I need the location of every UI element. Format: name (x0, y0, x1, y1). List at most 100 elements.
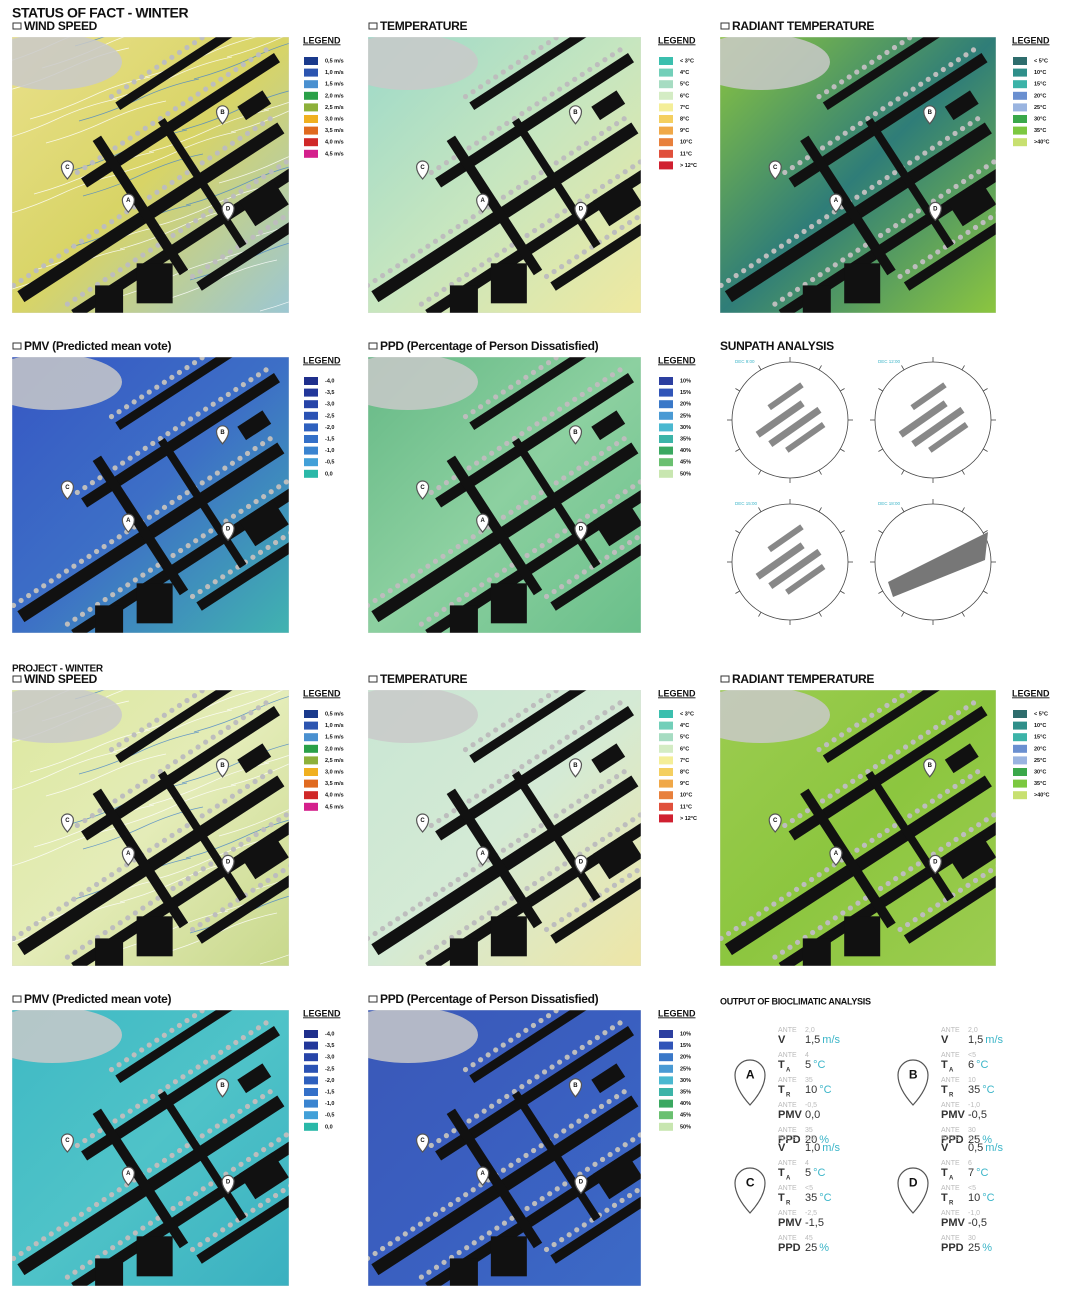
tree (317, 843, 324, 850)
map-marker: C (65, 1138, 70, 1144)
tree (298, 802, 305, 809)
legend-label: 15% (680, 390, 691, 396)
ante-value: 2,0 (805, 1135, 815, 1142)
value: -0,5 (968, 1109, 987, 1121)
tree (671, 1163, 678, 1170)
row-label: PPD (941, 1242, 964, 1254)
tree (1025, 190, 1032, 197)
tree (649, 1177, 656, 1184)
unit: °C (976, 1167, 988, 1179)
tree (302, 1172, 309, 1179)
ante-label: ANTE (778, 1135, 797, 1142)
sunpath-tick (819, 365, 822, 369)
legend-label: 7°C (680, 758, 689, 764)
map-marker: D (579, 1179, 584, 1185)
building-block (95, 938, 123, 968)
tree (325, 185, 332, 192)
legend-label: 10% (680, 1031, 691, 1037)
building-block (95, 605, 123, 635)
sunpath-tick (902, 507, 905, 511)
title-icon (369, 23, 377, 29)
legend-label: -2,0 (325, 1078, 334, 1084)
map-marker: C (773, 818, 778, 824)
tree (206, 29, 213, 36)
tree (652, 469, 659, 476)
row-value: 0,5m/s (968, 1142, 1004, 1154)
legend-swatch (304, 458, 318, 466)
map-marker: B (573, 430, 578, 436)
value: 10 (805, 1084, 817, 1096)
sunpath-tick (962, 612, 965, 616)
title-icon (13, 343, 21, 349)
tree (649, 204, 656, 211)
legend-swatch (659, 412, 673, 420)
panel-title: PMV (Predicted mean vote) (24, 992, 172, 1006)
legend-label: 15% (680, 1043, 691, 1049)
tree (332, 180, 339, 187)
legend-swatch (659, 1100, 673, 1108)
legend-label: 11°C (680, 151, 692, 157)
legend-swatch (659, 1042, 673, 1050)
map: ABCD (307, 980, 715, 1286)
row-label: T (941, 1167, 948, 1179)
tree (295, 524, 302, 531)
legend-label: -1,5 (325, 436, 334, 442)
legend-label: 11°C (680, 804, 692, 810)
row-value: 5°C (805, 1167, 826, 1179)
building-block (137, 263, 173, 303)
sunpath-tick (983, 591, 987, 594)
map: ABCD (307, 660, 715, 1029)
value: 25 (805, 1242, 817, 1254)
tree (656, 1172, 663, 1179)
legend-swatch (304, 447, 318, 455)
tree (298, 469, 305, 476)
legend-swatch (659, 814, 673, 822)
map-marker: B (220, 1083, 225, 1089)
tree (325, 1158, 332, 1165)
panel-title: PPD (Percentage of Person Dissatisfied) (380, 992, 599, 1006)
legend-label: 3,5 m/s (325, 781, 344, 787)
ante-value: 35 (805, 1127, 813, 1134)
sunpath-tick (962, 470, 965, 474)
legend-swatch (659, 150, 673, 158)
legend-label: -4,0 (325, 1031, 334, 1037)
map-marker: B (928, 110, 933, 116)
legend-swatch (659, 127, 673, 135)
legend-label: 15°C (1034, 735, 1046, 741)
value: 1,0 (805, 1142, 820, 1154)
sunpath-tick (840, 389, 844, 392)
row-label: PMV (778, 1217, 803, 1229)
unit: °C (982, 1192, 994, 1204)
tree (295, 857, 302, 864)
tree (644, 1126, 651, 1133)
tree (332, 1153, 339, 1160)
legend-label: -3,5 (325, 390, 334, 396)
title-icon (369, 996, 377, 1002)
legend-label: 50% (680, 471, 691, 477)
legend-label: 6°C (680, 93, 689, 99)
tree (644, 473, 651, 480)
legend-heading: LEGEND (658, 688, 696, 698)
unit: °C (819, 1192, 831, 1204)
tree (679, 1158, 686, 1165)
tree (652, 1122, 659, 1129)
legend-label: -2,0 (325, 425, 334, 431)
tree (644, 153, 651, 160)
sunpath-tick (878, 389, 882, 392)
legend-label: 10% (680, 378, 691, 384)
legend-swatch (304, 1100, 318, 1108)
row-label: PMV (778, 1109, 803, 1121)
unit: m/s (985, 1034, 1003, 1046)
legend-swatch (1013, 745, 1027, 753)
tree (302, 852, 309, 859)
legend-label: 20% (680, 1055, 691, 1061)
legend-label: -0,5 (325, 460, 334, 466)
row-label: T (941, 1059, 948, 1071)
legend-label: 20°C (1034, 93, 1046, 99)
legend-label: < 3°C (680, 58, 694, 64)
legend-label: 25°C (1034, 758, 1046, 764)
sunpath-tick (983, 449, 987, 452)
legend-swatch (1013, 138, 1027, 146)
legend-swatch (659, 1065, 673, 1073)
value: 0,0 (805, 1109, 820, 1121)
